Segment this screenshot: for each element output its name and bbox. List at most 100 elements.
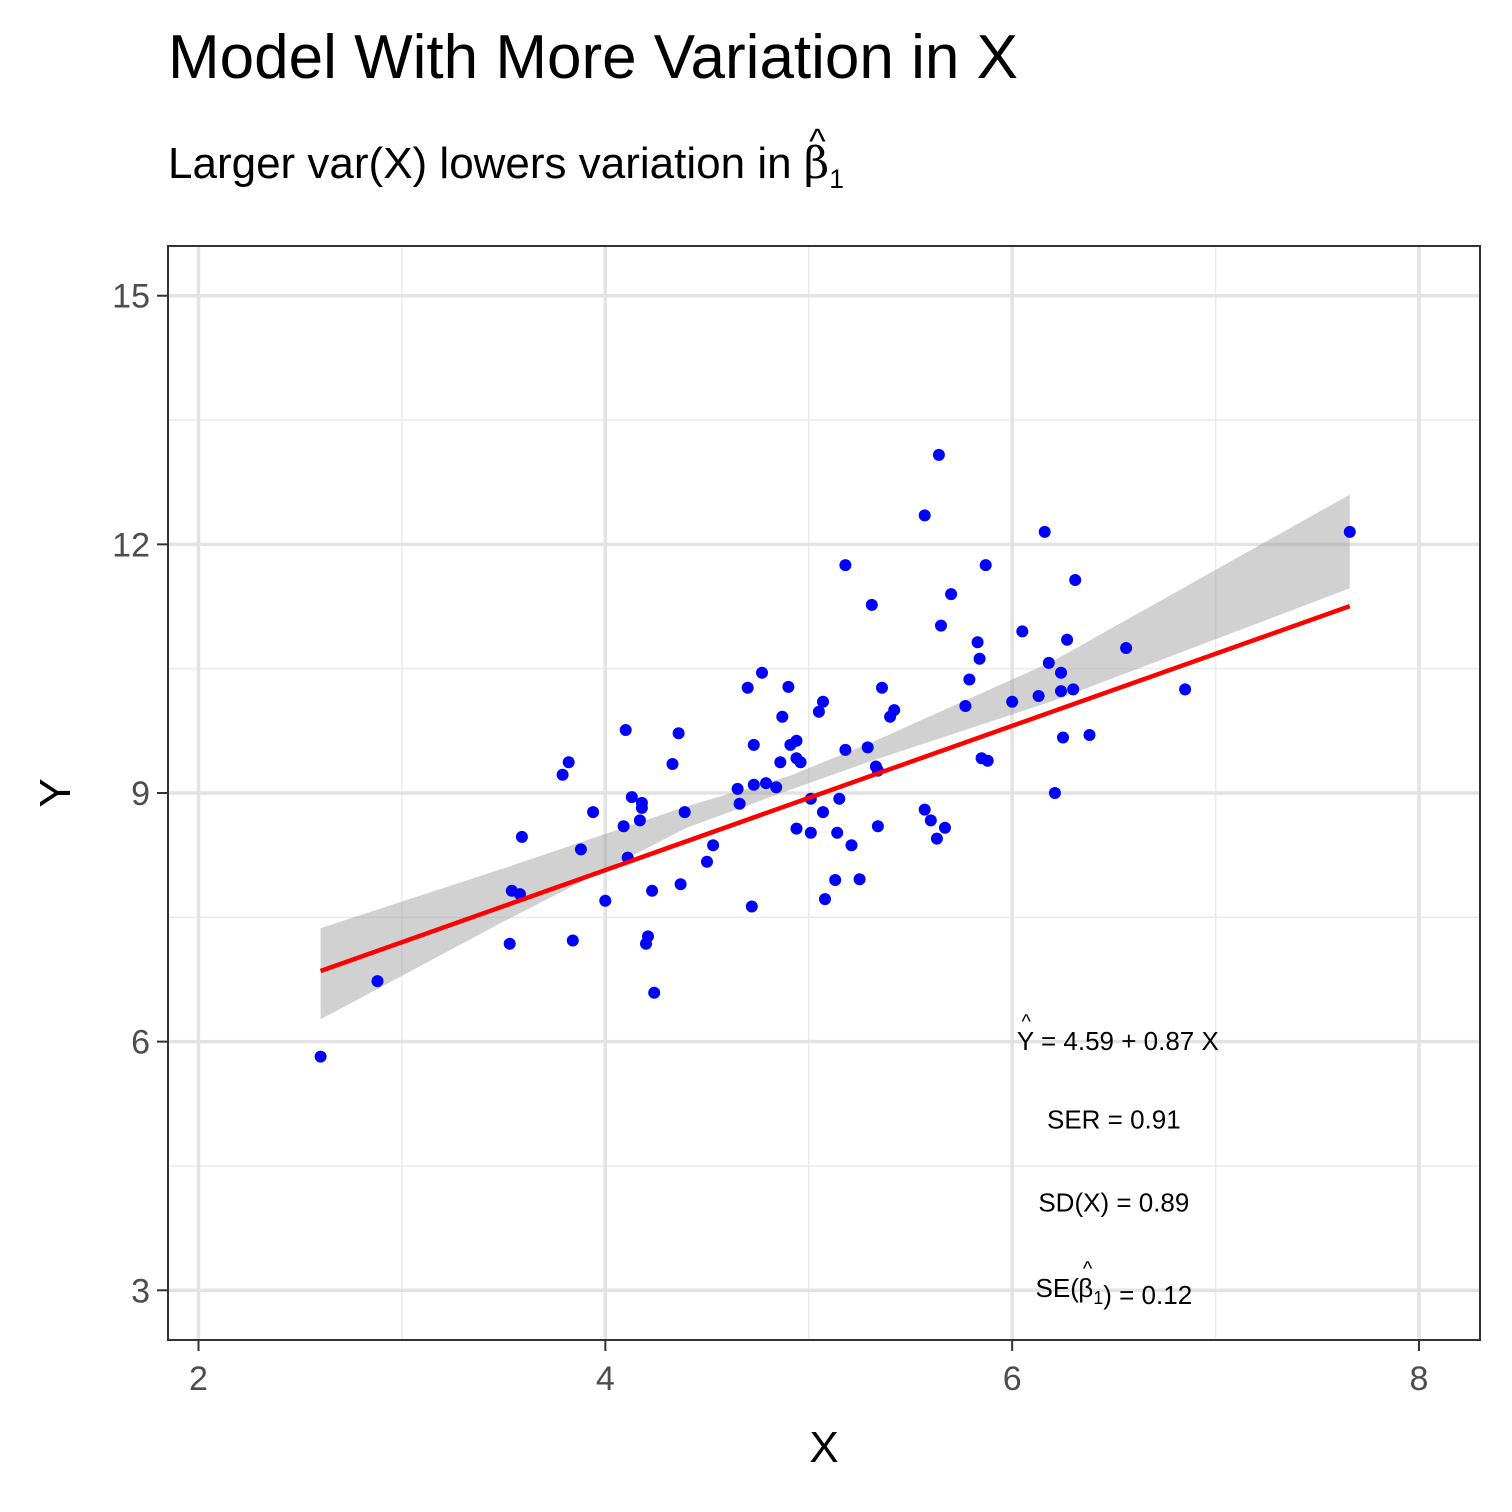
- data-point: [566, 934, 579, 947]
- data-point: [963, 673, 976, 686]
- annotation-symbol: β: [1078, 1273, 1093, 1303]
- data-point: [707, 839, 720, 852]
- data-point: [790, 822, 803, 835]
- data-point: [1042, 656, 1055, 669]
- data-point: [776, 710, 789, 723]
- data-point: [973, 652, 986, 665]
- data-point: [747, 738, 760, 751]
- data-point: [599, 894, 612, 907]
- y-tick-label: 12: [112, 526, 150, 564]
- data-point: [619, 724, 632, 736]
- annotation-text: SER = 0.91: [1047, 1105, 1181, 1135]
- data-point: [760, 777, 772, 790]
- data-point: [935, 619, 947, 632]
- data-point: [774, 756, 787, 769]
- data-point: [646, 884, 659, 897]
- data-point: [635, 801, 648, 814]
- annotation-text: ^ Y = 4.59 + 0.87 X: [1017, 1011, 1219, 1056]
- data-point: [932, 448, 945, 461]
- data-point: [562, 756, 575, 769]
- data-point: [812, 705, 825, 718]
- data-point: [515, 830, 528, 843]
- data-point: [587, 806, 600, 819]
- data-point: [918, 803, 931, 816]
- data-point: [971, 636, 984, 649]
- data-point: [674, 878, 687, 891]
- y-tick-label: 15: [112, 278, 150, 316]
- data-point: [794, 756, 807, 769]
- data-point: [666, 758, 679, 770]
- subtitle-hat: ^: [809, 122, 826, 162]
- data-point: [617, 820, 630, 833]
- axes: 2 4 6 8 3 6 9 12 15: [112, 278, 1428, 1398]
- data-point: [770, 781, 783, 794]
- data-point: [1032, 690, 1045, 702]
- x-axis-title: X: [809, 1423, 838, 1472]
- annotation-text: SD(X) = 0.89: [1038, 1188, 1189, 1218]
- data-point: [1055, 666, 1067, 679]
- data-point: [871, 820, 884, 833]
- data-point: [1069, 574, 1082, 586]
- data-point: [817, 695, 829, 708]
- data-point: [756, 666, 768, 679]
- data-point: [1061, 633, 1074, 646]
- subtitle-subscript: 1: [829, 163, 844, 194]
- data-point: [314, 1050, 327, 1063]
- data-point: [371, 975, 384, 988]
- data-point: [503, 937, 516, 950]
- data-point: [701, 855, 713, 868]
- y-tick-label: 9: [131, 775, 150, 813]
- x-tick-label: 4: [596, 1360, 615, 1398]
- hat-mark: ^: [1083, 1258, 1093, 1280]
- subtitle-text: Larger var(X) lowers variation in: [168, 139, 804, 188]
- data-point: [1179, 683, 1192, 696]
- data-point: [1120, 642, 1133, 654]
- data-point: [790, 734, 803, 747]
- data-points: [314, 448, 1356, 1063]
- data-point: [817, 806, 829, 819]
- data-point: [1016, 625, 1029, 638]
- data-point: [804, 826, 817, 839]
- data-point: [1048, 787, 1061, 799]
- data-point: [642, 930, 654, 943]
- data-point: [959, 700, 972, 712]
- data-point: [625, 791, 638, 804]
- data-point: [782, 680, 795, 693]
- y-tick-label: 3: [131, 1272, 150, 1310]
- annotation-subscript: 1: [1093, 1288, 1103, 1308]
- data-point: [945, 588, 958, 601]
- hat-mark: ^: [1022, 1011, 1032, 1033]
- data-point: [918, 509, 931, 522]
- regression-line: [319, 604, 1351, 974]
- data-point: [819, 893, 831, 906]
- data-point: [833, 792, 846, 805]
- data-point: [1083, 729, 1096, 741]
- data-point: [747, 778, 760, 791]
- confidence-band: [320, 494, 1350, 1020]
- data-point: [1067, 683, 1080, 696]
- x-tick-label: 2: [189, 1360, 208, 1398]
- data-point: [633, 814, 646, 827]
- annotation-text-part: SER = 0.91: [1047, 1105, 1181, 1135]
- data-point: [1057, 731, 1069, 744]
- x-tick-label: 8: [1410, 1360, 1429, 1398]
- data-point: [1038, 525, 1051, 538]
- annotation-text-part: SD(X) = 0.89: [1038, 1188, 1189, 1218]
- data-point: [853, 873, 866, 886]
- data-point: [930, 832, 943, 845]
- data-point: [861, 741, 874, 754]
- chart-subtitle: Larger var(X) lowers variation in ^ β1: [168, 122, 844, 195]
- data-point: [839, 559, 852, 572]
- subtitle-beta: β: [803, 138, 830, 189]
- data-point: [865, 598, 878, 611]
- data-point: [648, 986, 661, 999]
- data-point: [939, 821, 951, 834]
- data-point: [979, 559, 992, 572]
- confidence-band-group: [320, 494, 1350, 1020]
- grid: [168, 246, 1480, 1340]
- annotation-text: SE(^ β1) = 0.12: [1036, 1258, 1193, 1310]
- subtitle-beta-hat: ^ β1: [803, 122, 844, 195]
- data-point: [839, 743, 852, 756]
- data-point: [888, 704, 901, 717]
- data-point: [741, 681, 754, 694]
